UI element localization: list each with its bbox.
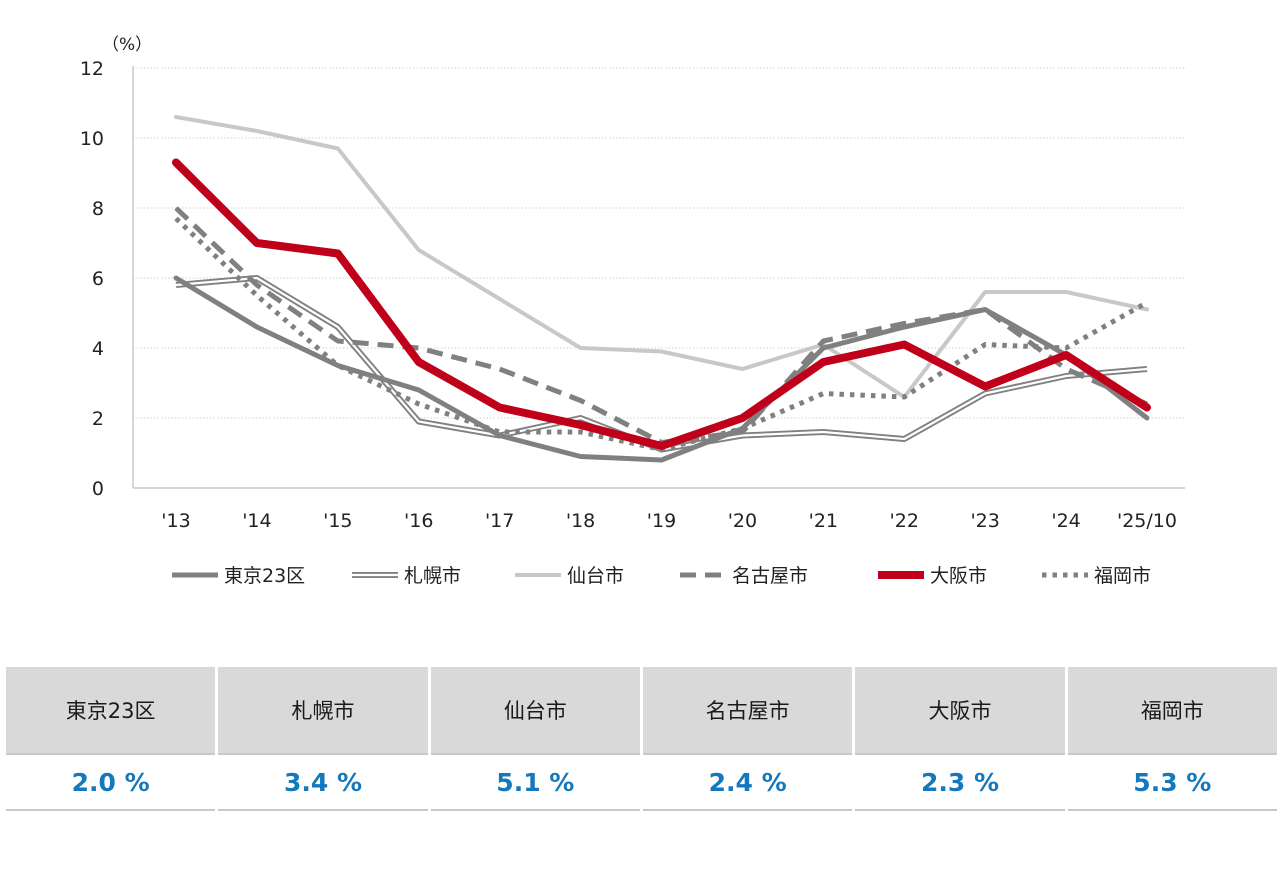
y-tick-label: 4 bbox=[92, 338, 104, 360]
x-tick-label: '16 bbox=[404, 510, 433, 532]
x-axis-ticks: '13 '14 '15 '16 '17 '18 '19 '20 '21 '22 '23 '24 '25/… bbox=[161, 510, 1177, 532]
x-tick-label: '23 bbox=[970, 510, 999, 532]
x-tick-label: '25/10 bbox=[1117, 510, 1177, 532]
series-path bbox=[173, 275, 1150, 463]
header-sapporo: 札幌市 bbox=[218, 667, 428, 753]
value-sendai: 5.1 % bbox=[430, 753, 640, 811]
x-tick-label: '21 bbox=[809, 510, 838, 532]
x-tick-label: '13 bbox=[161, 510, 190, 532]
legend-label: 東京23区 bbox=[224, 565, 305, 587]
y-tick-label: 8 bbox=[92, 198, 104, 220]
x-tick-label: '14 bbox=[242, 510, 271, 532]
value-tokyo23: 2.0 % bbox=[6, 753, 216, 811]
series-line bbox=[172, 158, 1151, 450]
header-fukuoka: 福岡市 bbox=[1067, 667, 1277, 753]
legend-item: 仙台市 bbox=[515, 565, 624, 587]
x-tick-label: '20 bbox=[728, 510, 757, 532]
x-tick-label: '19 bbox=[647, 510, 676, 532]
series-line bbox=[174, 115, 1149, 399]
legend-label: 仙台市 bbox=[567, 565, 624, 587]
header-nagoya: 名古屋市 bbox=[642, 667, 853, 753]
y-tick-label: 6 bbox=[92, 268, 104, 290]
latest-vacancy-table: 東京23区 札幌市 仙台市 名古屋市 大阪市 福岡市 2.0 % 3.4 % 5… bbox=[3, 667, 1280, 811]
y-tick-label: 10 bbox=[80, 128, 104, 150]
series-path bbox=[172, 158, 1151, 450]
legend-label: 札幌市 bbox=[404, 565, 461, 587]
y-tick-label: 0 bbox=[92, 478, 104, 500]
series-path bbox=[175, 276, 1148, 451]
header-tokyo23: 東京23区 bbox=[6, 667, 216, 753]
x-tick-label: '17 bbox=[485, 510, 514, 532]
legend-item: 大阪市 bbox=[878, 565, 987, 587]
legend-label: 大阪市 bbox=[930, 565, 987, 587]
x-tick-label: '24 bbox=[1051, 510, 1080, 532]
y-axis-ticks: 0 2 4 6 8 10 12 bbox=[80, 58, 104, 500]
table-header-row: 東京23区 札幌市 仙台市 名古屋市 大阪市 福岡市 bbox=[6, 667, 1277, 753]
y-tick-label: 12 bbox=[80, 58, 104, 80]
legend-label: 福岡市 bbox=[1094, 565, 1151, 587]
chart-legend: 東京23区 札幌市 仙台市 名古屋市 大阪市 福岡市 bbox=[172, 565, 1151, 587]
value-osaka: 2.3 % bbox=[855, 753, 1065, 811]
legend-item: 札幌市 bbox=[352, 565, 461, 587]
series-lines bbox=[172, 115, 1151, 463]
vacancy-rate-line-chart: （%） 0 2 4 6 8 10 12 '13 '14 '15 '16 '17 '18 '19 '20 '2… bbox=[80, 35, 1185, 587]
series-path bbox=[174, 115, 1149, 399]
series-path bbox=[175, 275, 1148, 453]
header-sendai: 仙台市 bbox=[430, 667, 640, 753]
header-osaka: 大阪市 bbox=[855, 667, 1065, 753]
series-line bbox=[175, 275, 1148, 453]
y-axis-unit-label: （%） bbox=[102, 35, 152, 55]
table-value-row: 2.0 % 3.4 % 5.1 % 2.4 % 2.3 % 5.3 % bbox=[6, 753, 1277, 811]
y-tick-label: 2 bbox=[92, 408, 104, 430]
legend-label: 名古屋市 bbox=[732, 565, 808, 587]
series-line bbox=[173, 275, 1150, 463]
series-path bbox=[174, 206, 1148, 445]
value-sapporo: 3.4 % bbox=[218, 753, 428, 811]
legend-item: 名古屋市 bbox=[680, 565, 808, 587]
x-tick-label: '15 bbox=[323, 510, 352, 532]
legend-item: 福岡市 bbox=[1042, 565, 1151, 587]
legend-item: 東京23区 bbox=[172, 565, 305, 587]
value-nagoya: 2.4 % bbox=[642, 753, 853, 811]
x-tick-label: '22 bbox=[890, 510, 919, 532]
series-line bbox=[174, 206, 1148, 445]
x-tick-label: '18 bbox=[566, 510, 595, 532]
gridlines bbox=[133, 67, 1185, 419]
value-fukuoka: 5.3 % bbox=[1067, 753, 1277, 811]
